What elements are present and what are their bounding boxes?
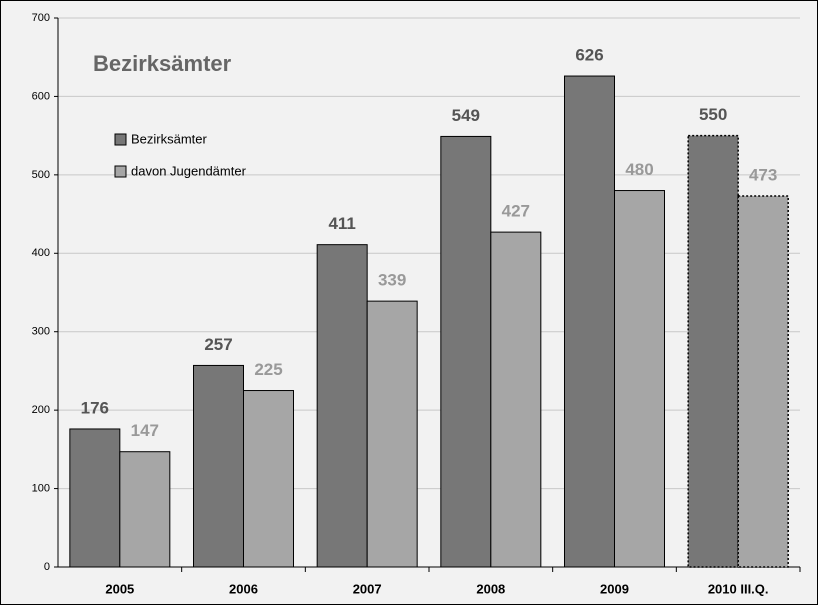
x-tick-label: 2006: [229, 581, 258, 596]
data-label: 147: [131, 421, 159, 440]
bar: [316, 244, 368, 568]
y-tick-label: 200: [32, 404, 50, 416]
legend-label: Bezirksämter: [131, 131, 208, 146]
data-label: 549: [452, 106, 480, 125]
data-label: 427: [502, 202, 530, 221]
bar: [243, 390, 294, 568]
legend-swatch: [114, 133, 127, 146]
x-tick-label: 2007: [353, 581, 382, 596]
bar: [366, 300, 418, 568]
bar: [193, 364, 244, 568]
bar: [687, 134, 739, 568]
bar: [737, 195, 789, 568]
data-label: 411: [328, 214, 355, 233]
y-tick-label: 600: [32, 90, 50, 102]
bar: [69, 428, 121, 568]
bar: [119, 451, 171, 568]
legend-swatch: [114, 165, 127, 178]
data-label: 480: [625, 160, 653, 179]
x-tick-label: 2010 III.Q.: [708, 581, 769, 596]
y-tick-label: 400: [32, 247, 50, 259]
chart-title: Bezirksämter: [93, 51, 232, 76]
x-tick-label: 2008: [476, 581, 505, 596]
y-tick-label: 500: [32, 169, 50, 181]
data-label: 257: [204, 335, 232, 354]
data-label: 176: [81, 398, 109, 417]
bar: [440, 135, 492, 568]
y-tick-label: 100: [32, 482, 50, 494]
legend-label: davon Jugendämter: [131, 163, 247, 178]
data-label: 339: [378, 271, 406, 290]
bar: [614, 190, 665, 568]
data-label: 550: [699, 105, 727, 124]
data-label: 473: [749, 166, 777, 185]
data-label: 225: [254, 360, 282, 379]
bar: [564, 75, 615, 568]
bar: [490, 231, 542, 568]
x-tick-label: 2009: [600, 581, 629, 596]
y-tick-label: 0: [44, 561, 50, 573]
data-label: 626: [575, 46, 603, 65]
y-tick-label: 300: [32, 326, 50, 338]
x-tick-label: 2005: [105, 581, 134, 596]
y-tick-label: 700: [32, 12, 50, 24]
